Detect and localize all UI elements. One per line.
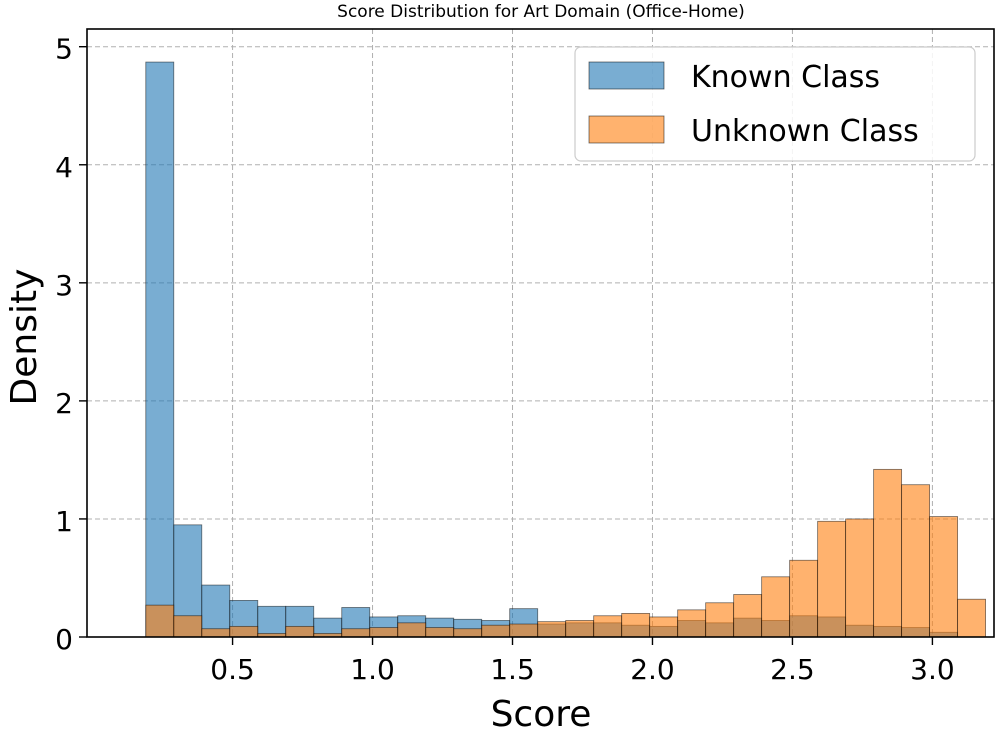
y-axis-label: Density <box>4 269 45 406</box>
legend-label-known: Known Class <box>691 60 880 95</box>
unknown-class-bar <box>397 622 427 638</box>
unknown-class-bar <box>649 616 679 638</box>
x-tick-label: 1.5 <box>490 653 535 686</box>
axis-ticks: 0.5 1.0 1.5 2.0 2.5 3.0 0 1 2 3 4 5 <box>55 33 955 686</box>
unknown-class-bar <box>481 624 511 638</box>
chart-title: Score Distribution for Art Domain (Offic… <box>337 2 745 22</box>
y-tick-label: 0 <box>55 623 73 656</box>
known-class-bar <box>257 605 287 638</box>
unknown-class-bar <box>509 623 539 638</box>
unknown-class-bar <box>285 625 315 638</box>
unknown-class-bar <box>369 627 399 638</box>
unknown-class-bar <box>565 620 595 638</box>
unknown-class-bar <box>873 468 903 638</box>
x-tick-label: 3.0 <box>910 653 955 686</box>
unknown-class-bar <box>201 628 231 638</box>
series-unknown-class <box>145 468 987 638</box>
x-tick-label: 2.5 <box>770 653 815 686</box>
unknown-class-bar <box>957 598 987 638</box>
x-tick-label: 1.0 <box>350 653 395 686</box>
legend-frame <box>574 46 976 162</box>
y-tick-label: 5 <box>55 33 73 66</box>
unknown-class-bar <box>901 484 931 638</box>
unknown-class-bar <box>705 602 735 638</box>
unknown-class-bar <box>341 628 371 638</box>
unknown-class-bar <box>453 628 483 638</box>
unknown-class-bar <box>173 615 203 638</box>
unknown-class-bar <box>537 621 567 638</box>
unknown-class-bar <box>677 609 707 638</box>
unknown-class-bar <box>761 576 791 638</box>
known-class-bar <box>145 61 175 638</box>
x-tick-label: 0.5 <box>210 653 255 686</box>
y-tick-label: 3 <box>55 269 73 302</box>
legend: Known Class Unknown Class <box>574 46 976 162</box>
legend-swatch-known <box>588 61 665 90</box>
unknown-class-bar <box>789 559 819 638</box>
unknown-class-bar <box>929 516 959 638</box>
unknown-class-bar <box>229 625 259 638</box>
histogram-bars <box>145 61 987 638</box>
unknown-class-bar <box>593 615 623 638</box>
legend-swatch-unknown <box>588 115 665 144</box>
unknown-class-bar <box>145 604 175 638</box>
y-tick-label: 4 <box>55 151 73 184</box>
unknown-class-bar <box>817 520 847 638</box>
unknown-class-bar <box>733 594 763 638</box>
unknown-class-bar <box>621 612 651 638</box>
x-tick-label: 2.0 <box>630 653 675 686</box>
y-tick-label: 1 <box>55 505 73 538</box>
x-axis-label: Score <box>491 694 592 733</box>
plot-frame <box>86 28 995 638</box>
unknown-class-bar <box>845 518 875 638</box>
legend-label-unknown: Unknown Class <box>691 114 919 149</box>
y-tick-label: 2 <box>55 387 73 420</box>
unknown-class-bar <box>425 627 455 638</box>
